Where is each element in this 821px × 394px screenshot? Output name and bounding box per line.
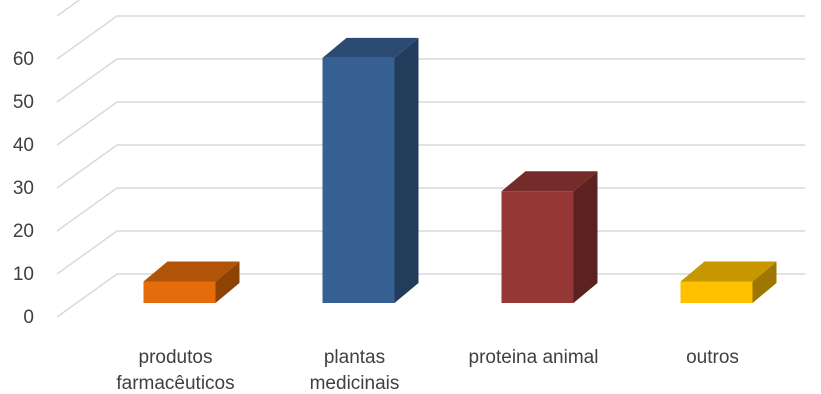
- gridline: [56, 187, 805, 232]
- x-category-label: plantas medicinais: [310, 347, 400, 394]
- gridline: [56, 15, 805, 60]
- y-tick-label: 0: [23, 307, 34, 328]
- x-category-label: produtos farmacêuticos: [116, 347, 234, 394]
- bar: [322, 37, 419, 304]
- bar: [501, 171, 598, 303]
- gridline: [56, 144, 805, 189]
- gridline: [56, 0, 81, 17]
- bar: [680, 261, 777, 303]
- y-tick-label: 50: [13, 92, 34, 113]
- y-axis: 0 10 20 30 40 50 60: [13, 49, 34, 328]
- y-tick-label: 30: [13, 178, 34, 199]
- gridline: [56, 101, 805, 146]
- gridlines: [56, 0, 805, 318]
- x-axis: produtos farmacêuticos plantas medicinais pr…: [116, 347, 739, 394]
- y-tick-label: 40: [13, 135, 34, 156]
- x-category-label: proteina animal: [469, 347, 599, 368]
- bars: [143, 37, 777, 304]
- y-tick-label: 60: [13, 49, 34, 70]
- gridline: [56, 58, 805, 103]
- y-tick-label: 10: [13, 264, 34, 285]
- x-category-label: outros: [686, 347, 739, 368]
- bar: [143, 261, 240, 303]
- y-tick-label: 20: [13, 221, 34, 242]
